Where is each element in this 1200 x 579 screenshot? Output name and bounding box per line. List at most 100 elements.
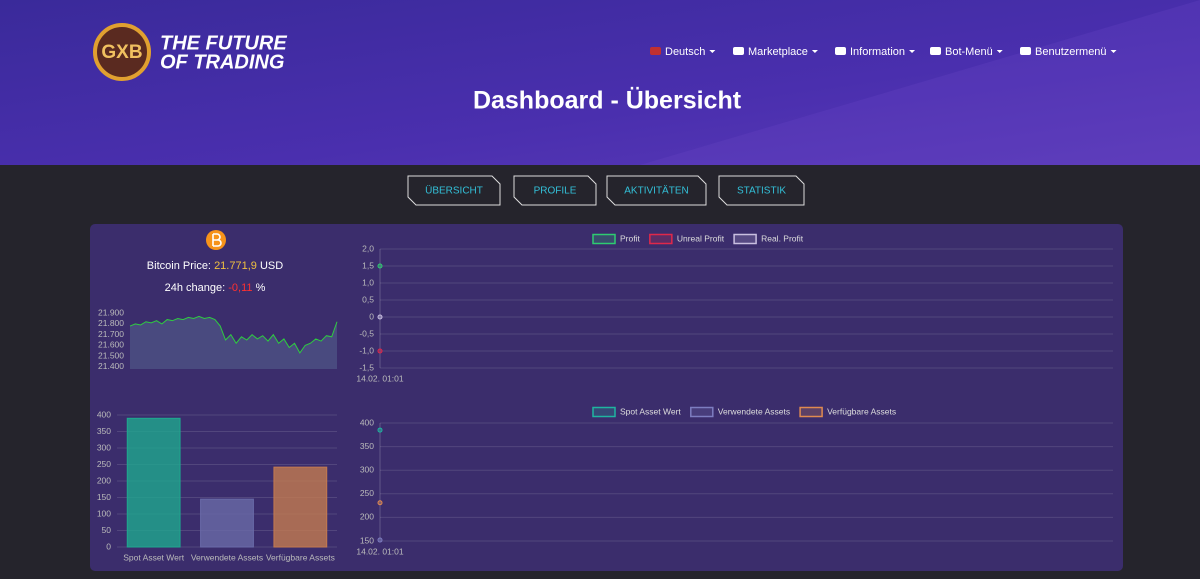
nav: Deutsch Marketplace Information Bot-Menü Ben… — [650, 46, 1117, 58]
tab[interactable]: PROFILE — [534, 186, 577, 197]
caret — [996, 50, 1003, 53]
bitcoin-glyph — [212, 233, 222, 247]
y-tick-label: -0,5 — [359, 328, 374, 338]
label: 24h change: — [165, 282, 226, 294]
legend-swatch — [592, 233, 616, 245]
caret — [811, 50, 818, 53]
point — [377, 314, 383, 320]
y-tick-label: 21.900 — [98, 307, 124, 317]
point — [377, 537, 383, 543]
nav-item[interactable]: Deutsch — [665, 46, 705, 58]
bitcoin-change: 24h change: -0,11 % — [165, 282, 266, 294]
nav-icon — [930, 47, 941, 55]
logo-badge-bg — [93, 23, 151, 81]
point — [377, 263, 383, 269]
x-tick-label: Verfügbare Assets — [266, 552, 335, 562]
nav-item[interactable]: Bot-Menü — [945, 46, 993, 58]
y-tick-label: 21.600 — [98, 340, 124, 350]
line — [129, 315, 338, 354]
y-tick-label: 200 — [97, 475, 111, 485]
tab-frame — [718, 175, 805, 206]
y-tick-label: 250 — [360, 488, 374, 498]
x-tick-label: 14.02. 01:01 — [356, 373, 404, 383]
tab[interactable]: ÜBERSICHT — [425, 185, 483, 197]
header-deco — [640, 0, 1200, 165]
caret — [909, 50, 916, 53]
legend-label: Spot Asset Wert — [620, 406, 681, 416]
y-tick-label: -1,0 — [359, 345, 374, 355]
unit: USD — [260, 260, 283, 272]
unit: % — [256, 282, 266, 294]
x-tick-label: Spot Asset Wert — [123, 552, 184, 562]
header-bg — [0, 0, 1200, 165]
tab[interactable]: AKTIVITÄTEN — [624, 185, 688, 197]
y-tick-label: 0 — [106, 541, 111, 551]
legend-label: Unreal Profit — [677, 233, 725, 243]
legend-swatch — [733, 233, 757, 245]
legend-label: Real. Profit — [761, 233, 804, 243]
y-tick-label: 100 — [97, 508, 111, 518]
value: -0,11 — [228, 282, 252, 294]
nav-item[interactable]: Benutzermenü — [1035, 46, 1107, 58]
y-tick-label: 21.800 — [98, 318, 124, 328]
point — [377, 500, 383, 506]
y-tick-label: 50 — [102, 525, 112, 535]
y-tick-label: 1,5 — [362, 260, 374, 270]
y-tick-label: 21.400 — [98, 361, 124, 371]
legend-label: Verfügbare Assets — [827, 406, 896, 416]
point — [377, 427, 383, 433]
bar — [273, 466, 328, 548]
tabs: ÜBERSICHT PROFILE AKTIVITÄTEN STATISTIK — [407, 175, 805, 206]
tab[interactable]: STATISTIK — [737, 186, 786, 197]
nav-icon — [650, 47, 661, 55]
caret — [709, 50, 716, 53]
y-tick-label: 350 — [360, 441, 374, 451]
y-tick-label: 350 — [97, 426, 111, 436]
legend-swatch — [592, 406, 616, 418]
legend-label: Profit — [620, 233, 640, 243]
y-tick-label: 250 — [97, 459, 111, 469]
tab-frame — [513, 175, 597, 206]
point — [377, 348, 383, 354]
nav-icon — [835, 47, 846, 55]
logo-text: THE FUTURE — [160, 32, 287, 54]
caret — [1110, 50, 1117, 53]
legend-swatch — [799, 406, 823, 418]
legend-swatch — [690, 406, 714, 418]
legend-swatch — [649, 233, 673, 245]
nav-icon — [1020, 47, 1031, 55]
panel — [90, 224, 1123, 571]
y-tick-label: 21.500 — [98, 350, 124, 360]
y-tick-label: 1,0 — [362, 277, 374, 287]
y-tick-label: 400 — [97, 409, 111, 419]
tab-frame — [407, 175, 501, 206]
bitcoin-price: Bitcoin Price: 21.771,9 USD — [147, 260, 283, 272]
logo-badge: GXB — [101, 42, 142, 63]
label: Bitcoin Price: — [147, 260, 211, 272]
y-tick-label: 0,5 — [362, 294, 374, 304]
nav-icon — [733, 47, 744, 55]
y-tick-label: -1,5 — [359, 362, 374, 372]
y-tick-label: 300 — [360, 464, 374, 474]
x-tick-label: Verwendete Assets — [191, 552, 263, 562]
bar — [126, 417, 181, 548]
value: 21.771,9 — [214, 260, 257, 272]
logo-text: OF TRADING — [160, 51, 284, 73]
y-tick-label: 300 — [97, 442, 111, 452]
area — [130, 316, 337, 369]
nav-item[interactable]: Information — [850, 46, 905, 58]
nav-item[interactable]: Marketplace — [748, 46, 808, 58]
x-tick-label: 14.02. 01:01 — [356, 546, 404, 556]
y-tick-label: 150 — [360, 535, 374, 545]
y-tick-label: 21.700 — [98, 329, 124, 339]
y-tick-label: 400 — [360, 417, 374, 427]
y-tick-label: 2,0 — [362, 243, 374, 253]
legend-label: Verwendete Assets — [718, 406, 790, 416]
y-tick-label: 200 — [360, 512, 374, 522]
tab-frame — [606, 175, 707, 206]
bar — [200, 498, 254, 548]
page-title: Dashboard - Übersicht — [473, 86, 742, 115]
y-tick-label: 150 — [97, 492, 111, 502]
